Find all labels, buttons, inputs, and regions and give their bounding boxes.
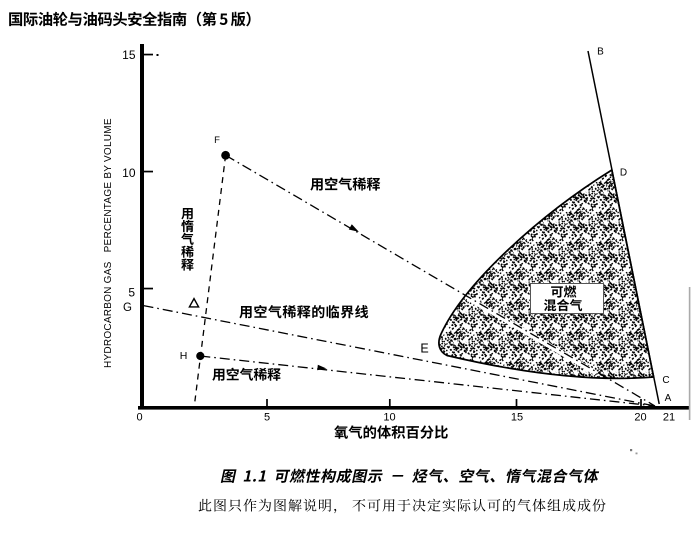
svg-text:5: 5: [264, 412, 270, 424]
svg-text:0: 0: [136, 412, 142, 424]
svg-text:5: 5: [128, 286, 135, 300]
svg-text:15: 15: [511, 412, 523, 424]
svg-text:A: A: [665, 393, 672, 404]
svg-text:G: G: [123, 302, 132, 314]
svg-text:E: E: [420, 341, 428, 355]
svg-text:HYDROCARBON GAS PERCENTAGE B: HYDROCARBON GAS PERCENTAGE BY VOLUME: [103, 118, 114, 368]
svg-text:10: 10: [122, 166, 136, 180]
svg-text:F: F: [214, 135, 220, 146]
svg-text:15: 15: [122, 48, 136, 62]
svg-text:D: D: [620, 168, 627, 179]
svg-text:21: 21: [663, 412, 675, 424]
svg-text:10: 10: [383, 412, 395, 424]
svg-text:H: H: [180, 350, 188, 362]
svg-text:C: C: [662, 375, 669, 386]
svg-text:20: 20: [634, 412, 646, 424]
svg-text:B: B: [597, 47, 604, 58]
